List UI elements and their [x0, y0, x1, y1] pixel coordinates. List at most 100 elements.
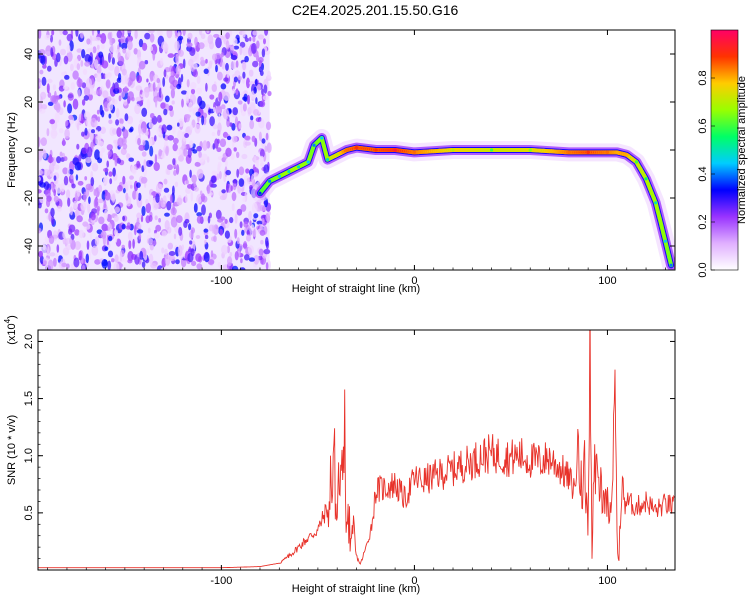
noise-speckle	[167, 135, 174, 141]
noise-speckle	[122, 175, 126, 185]
noise-speckle	[221, 61, 226, 70]
noise-speckle	[70, 63, 74, 72]
noise-speckle	[86, 38, 91, 45]
noise-speckle	[176, 83, 182, 90]
noise-speckle	[210, 175, 217, 184]
noise-speckle	[84, 61, 91, 67]
noise-speckle	[148, 137, 153, 148]
noise-speckle	[124, 113, 129, 122]
noise-speckle	[56, 206, 63, 212]
noise-speckle	[213, 235, 217, 243]
noise-speckle	[103, 168, 109, 172]
noise-speckle	[230, 46, 235, 51]
noise-speckle	[127, 30, 132, 34]
noise-speckle	[117, 52, 121, 61]
noise-speckle	[185, 180, 189, 185]
noise-speckle	[87, 202, 91, 213]
noise-speckle	[91, 245, 99, 256]
noise-speckle	[211, 84, 217, 92]
noise-speckle	[123, 86, 128, 94]
noise-speckle	[203, 68, 209, 75]
noise-speckle	[212, 106, 216, 113]
noise-speckle	[83, 191, 87, 203]
noise-speckle	[85, 156, 92, 164]
noise-speckle	[234, 228, 238, 239]
noise-speckle	[156, 77, 161, 84]
noise-speckle	[263, 84, 268, 94]
noise-speckle	[78, 154, 82, 162]
noise-speckle	[209, 94, 215, 100]
noise-speckle	[153, 162, 160, 172]
noise-speckle	[198, 42, 205, 50]
noise-speckle	[232, 135, 238, 143]
noise-speckle	[218, 113, 221, 123]
noise-speckle	[124, 74, 129, 85]
noise-speckle	[104, 246, 109, 251]
noise-speckle	[151, 191, 158, 196]
noise-speckle	[49, 252, 56, 257]
ridge-point	[605, 150, 610, 154]
noise-speckle	[55, 102, 61, 113]
noise-speckle	[114, 82, 119, 91]
noise-speckle	[127, 259, 133, 264]
noise-speckle	[62, 167, 69, 175]
noise-speckle	[253, 109, 260, 116]
noise-speckle	[167, 164, 173, 171]
noise-speckle	[229, 252, 233, 257]
noise-speckle	[193, 181, 197, 188]
noise-speckle	[39, 194, 45, 204]
noise-speckle	[39, 81, 42, 88]
noise-speckle	[126, 180, 133, 186]
noise-speckle	[158, 87, 162, 98]
noise-speckle	[90, 47, 94, 53]
noise-speckle	[252, 30, 258, 36]
noise-speckle	[120, 35, 126, 44]
noise-speckle	[225, 169, 231, 176]
noise-speckle	[265, 236, 269, 247]
noise-speckle	[147, 30, 155, 34]
noise-speckle	[60, 48, 66, 56]
noise-speckle	[105, 79, 111, 89]
noise-speckle	[97, 157, 103, 164]
noise-speckle	[97, 30, 100, 34]
noise-speckle	[96, 44, 100, 50]
noise-speckle	[190, 248, 195, 257]
noise-speckle	[103, 209, 108, 221]
noise-speckle	[77, 189, 81, 197]
noise-speckle	[240, 258, 243, 264]
noise-speckle	[252, 60, 259, 68]
noise-speckle	[96, 207, 100, 216]
noise-speckle	[62, 231, 66, 239]
noise-speckle	[63, 175, 69, 186]
noise-speckle	[136, 229, 144, 234]
noise-speckle	[108, 171, 113, 177]
noise-speckle	[199, 30, 203, 36]
noise-speckle	[108, 235, 113, 242]
ridge-point	[412, 150, 416, 154]
noise-speckle	[117, 137, 124, 148]
noise-speckle	[38, 30, 42, 39]
noise-speckle	[113, 139, 117, 144]
noise-speckle	[222, 108, 230, 120]
noise-speckle	[47, 156, 54, 164]
noise-speckle	[232, 38, 238, 45]
noise-speckle	[109, 36, 113, 46]
noise-speckle	[153, 232, 160, 239]
noise-speckle	[263, 38, 266, 45]
noise-speckle	[116, 127, 122, 138]
ridge-point	[586, 150, 590, 154]
noise-speckle	[68, 114, 74, 120]
noise-speckle	[195, 253, 202, 262]
noise-speckle	[81, 49, 86, 59]
noise-speckle	[231, 191, 237, 202]
noise-speckle	[232, 107, 238, 116]
noise-speckle	[188, 102, 193, 113]
noise-speckle	[136, 75, 142, 84]
ridge-point	[451, 148, 455, 152]
noise-speckle	[163, 108, 168, 116]
noise-speckle	[253, 213, 259, 219]
noise-speckle	[148, 253, 154, 265]
noise-speckle	[251, 202, 258, 214]
noise-speckle	[188, 59, 194, 67]
noise-speckle	[165, 145, 169, 157]
